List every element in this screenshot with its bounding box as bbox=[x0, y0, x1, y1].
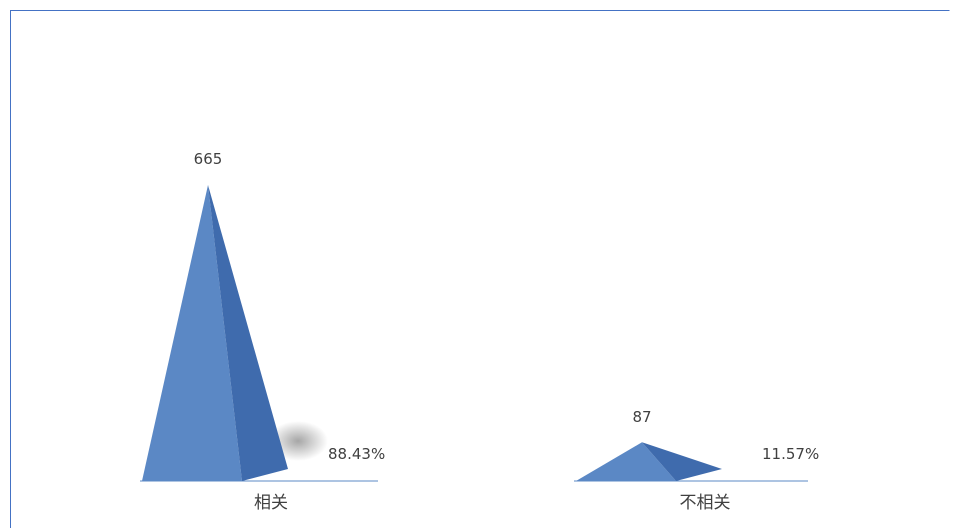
value-label: 87 bbox=[632, 408, 651, 426]
pyramid-shadow bbox=[268, 421, 328, 461]
category-label: 相关 bbox=[254, 493, 288, 513]
chart-border bbox=[10, 10, 950, 528]
percent-label: 88.43% bbox=[328, 445, 385, 463]
category-label: 不相关 bbox=[680, 493, 731, 513]
value-label: 665 bbox=[194, 150, 223, 168]
pyramid-side-face bbox=[208, 185, 288, 481]
pyramid-side-face bbox=[642, 442, 722, 481]
pyramid-front-face bbox=[142, 185, 242, 481]
pyramid-front-face bbox=[576, 442, 676, 481]
percent-label: 11.57% bbox=[762, 445, 819, 463]
